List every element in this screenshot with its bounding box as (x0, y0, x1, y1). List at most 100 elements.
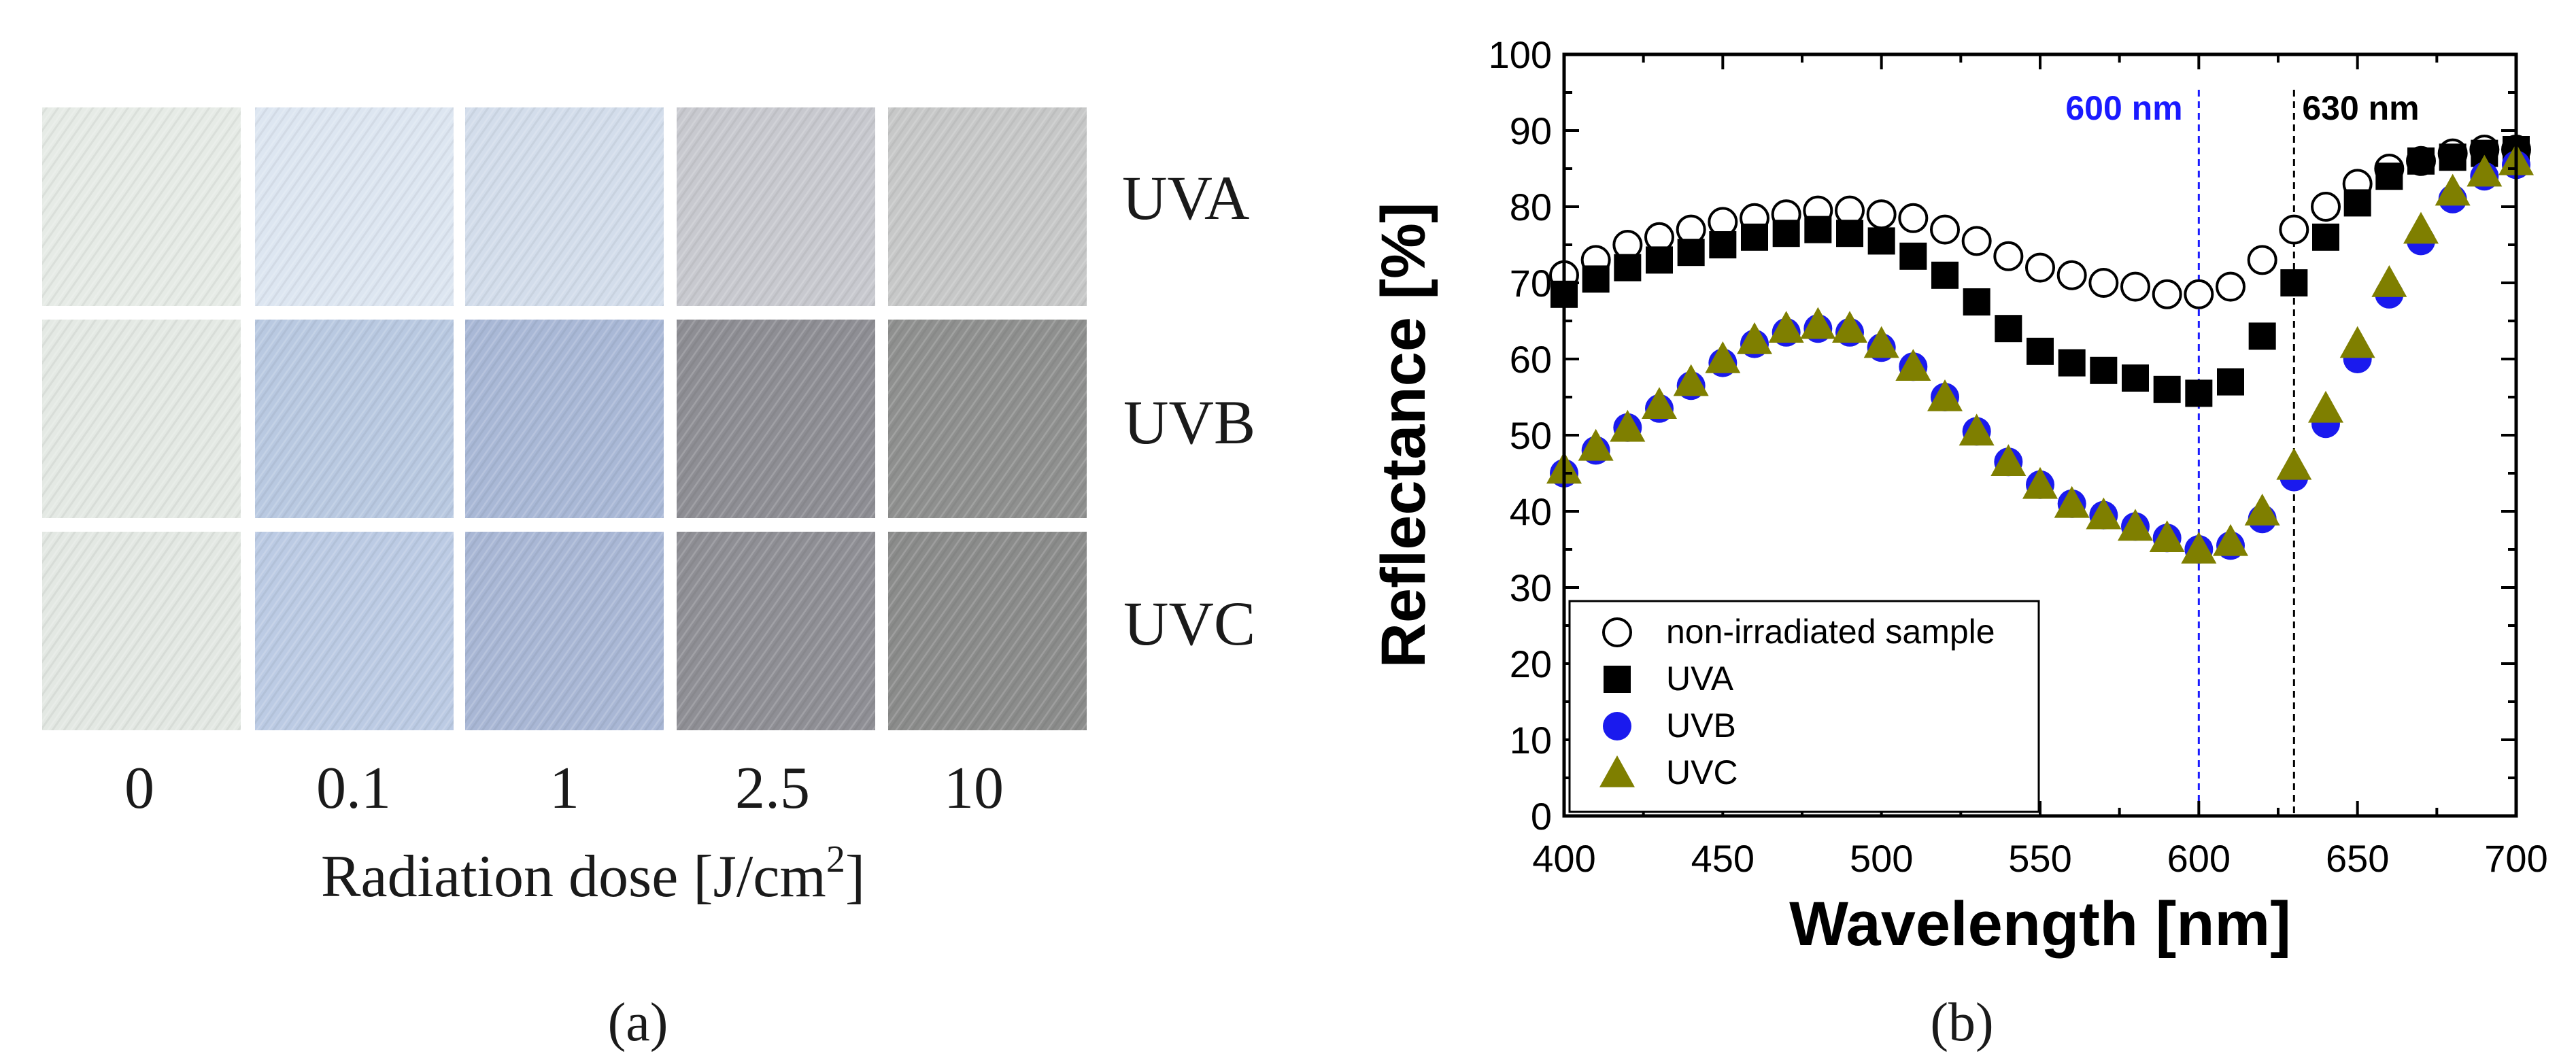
column-label-10: 10 (944, 755, 1004, 821)
data-point (2311, 192, 2341, 222)
data-point (2435, 173, 2471, 206)
data-point (1899, 242, 1927, 270)
x-tick-label: 550 (2008, 837, 2071, 880)
fabric-swatch-uva-4 (888, 107, 1087, 306)
data-point (1709, 231, 1737, 258)
fabric-swatch-uvb-2 (465, 320, 664, 518)
data-point (1866, 199, 1897, 230)
legend: non-irradiated sample UVA UVB UVC (1568, 600, 2040, 813)
data-point (2120, 271, 2150, 302)
x-tick-label: 600 (2167, 837, 2231, 880)
data-point (2056, 260, 2087, 290)
legend-box (1568, 600, 2040, 813)
axis-title-sup: 2 (826, 838, 845, 881)
data-point (1863, 326, 1899, 358)
fabric-swatch-uvc-1 (255, 532, 454, 730)
series-uva (1550, 136, 2530, 407)
column-label-1: 1 (549, 755, 579, 821)
column-label-0: 0 (124, 755, 154, 821)
panel-b-caption: (b) (1930, 993, 1993, 1053)
data-point (1930, 214, 1960, 245)
data-point (2216, 271, 2245, 302)
x-axis-title: Wavelength [nm] (1789, 889, 2291, 959)
data-point (2213, 524, 2248, 556)
data-point (1961, 226, 1992, 256)
panel-a-caption: (a) (608, 993, 668, 1053)
data-point (1705, 341, 1741, 373)
y-tick-label: 70 (1510, 262, 1552, 305)
fabric-swatch-uva-3 (677, 107, 875, 306)
data-point (2248, 322, 2276, 350)
data-point (2181, 532, 2217, 564)
data-point (1898, 203, 1929, 233)
data-point (1836, 220, 1863, 248)
data-point (2058, 349, 2086, 377)
data-point (1993, 241, 2024, 271)
data-point (2439, 143, 2467, 171)
data-point (2054, 485, 2090, 518)
column-label-2-5: 2.5 (735, 755, 810, 821)
row-label-uvb: UVB (1123, 388, 1255, 457)
y-tick-label: 30 (1510, 566, 1552, 609)
data-point (1737, 322, 1772, 354)
reference-label-600: 600 nm (2065, 89, 2182, 127)
data-point (1990, 444, 2027, 476)
y-tick-label: 100 (1489, 33, 1552, 76)
data-point (2027, 337, 2054, 365)
data-point (1832, 311, 1867, 343)
data-point (2467, 154, 2503, 187)
legend-marker (1603, 712, 1631, 740)
data-point (1963, 288, 1990, 315)
x-tick-label: 700 (2484, 837, 2547, 880)
fabric-swatch-uva-2 (465, 107, 664, 306)
legend-marker (1602, 617, 1632, 647)
data-point (1931, 261, 1959, 289)
data-point (1959, 413, 1995, 446)
series-uvc (1546, 143, 2534, 564)
data-point (2025, 252, 2055, 283)
data-point (1927, 379, 1963, 411)
fabric-swatch-uvb-0 (42, 320, 241, 518)
data-point (2280, 269, 2308, 296)
data-point (1995, 315, 2022, 343)
y-tick-label: 0 (1531, 795, 1552, 838)
legend-item: UVB (1603, 706, 1736, 745)
panel-a-column-labels: 0 0.1 1 2.5 10 (124, 755, 1004, 821)
y-tick-label: 20 (1510, 643, 1552, 685)
data-point (1677, 239, 1705, 267)
data-point (1895, 349, 1931, 381)
fabric-swatch-uvb-4 (888, 320, 1087, 518)
data-point (1646, 246, 1673, 274)
data-point (2149, 520, 2185, 552)
data-point (2247, 245, 2277, 275)
legend-label: UVC (1666, 753, 1738, 791)
data-point (2185, 379, 2213, 407)
legend-marker (1599, 755, 1635, 787)
data-point (1610, 409, 1646, 442)
legend-label: non-irradiated sample (1666, 613, 1995, 651)
data-point (2371, 265, 2407, 297)
panel-a-swatch-grid (42, 107, 1087, 730)
fabric-swatch-uvb-1 (255, 320, 454, 518)
panel-a-row-labels: UVA UVB UVC (1122, 163, 1255, 658)
panel-a-axis-title: Radiation dose [J/cm2] (321, 838, 865, 910)
reflectance-chart: 600 nm 630 nm 400 450 500 550 600 650 700 0 10 20 3… (1369, 33, 2548, 959)
data-point (1673, 364, 1709, 396)
data-point (2244, 494, 2280, 526)
fabric-swatch-uvc-0 (42, 532, 241, 730)
legend-item: UVA (1604, 660, 1734, 698)
x-tick-label: 500 (1850, 837, 1913, 880)
legend-label: UVA (1666, 660, 1734, 698)
series-non-irradiated-sample (1549, 135, 2531, 309)
data-point (2308, 390, 2343, 423)
data-point (1867, 227, 1895, 255)
y-tick-label: 50 (1510, 414, 1552, 457)
data-point (2118, 509, 2153, 541)
x-tick-label: 650 (2326, 837, 2389, 880)
data-point (1614, 254, 1642, 281)
data-point (1804, 216, 1832, 243)
row-label-uvc: UVC (1123, 589, 1255, 658)
data-point (1800, 307, 1836, 339)
fabric-swatch-uvb-3 (677, 320, 875, 518)
